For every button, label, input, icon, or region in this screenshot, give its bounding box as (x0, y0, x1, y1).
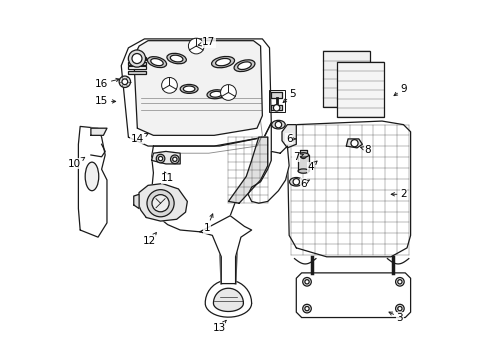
Circle shape (128, 50, 145, 67)
Ellipse shape (150, 59, 163, 66)
Circle shape (304, 280, 308, 284)
Ellipse shape (234, 60, 254, 72)
Polygon shape (296, 273, 410, 318)
Bar (298, 155, 308, 171)
Circle shape (397, 306, 401, 311)
Polygon shape (346, 139, 362, 148)
Circle shape (170, 155, 179, 163)
Text: 14: 14 (130, 134, 148, 144)
Bar (128, 66, 145, 69)
Bar (128, 57, 145, 60)
Polygon shape (134, 194, 139, 208)
Circle shape (119, 76, 130, 87)
Circle shape (152, 195, 169, 212)
Text: 9: 9 (393, 84, 406, 96)
Ellipse shape (211, 57, 234, 68)
Text: 3: 3 (388, 312, 403, 323)
Polygon shape (134, 41, 262, 135)
Circle shape (300, 153, 305, 158)
Circle shape (302, 278, 311, 286)
Polygon shape (282, 125, 296, 148)
Text: 6: 6 (300, 179, 309, 189)
Circle shape (147, 190, 174, 217)
Polygon shape (151, 123, 271, 232)
Circle shape (220, 85, 236, 100)
Circle shape (395, 304, 404, 313)
Text: 17: 17 (198, 37, 215, 48)
Bar (337, 62, 383, 117)
Ellipse shape (170, 55, 183, 62)
Circle shape (395, 278, 404, 286)
Ellipse shape (206, 90, 224, 99)
Ellipse shape (271, 120, 285, 129)
Polygon shape (299, 150, 306, 153)
Ellipse shape (289, 177, 303, 186)
Circle shape (122, 79, 127, 85)
Circle shape (158, 157, 163, 161)
Circle shape (304, 306, 308, 311)
Polygon shape (91, 128, 107, 135)
Text: 15: 15 (95, 96, 116, 107)
Text: 10: 10 (68, 157, 84, 169)
Ellipse shape (166, 53, 186, 64)
Polygon shape (271, 105, 282, 111)
Circle shape (172, 157, 177, 161)
Text: 1: 1 (203, 214, 213, 233)
Polygon shape (121, 39, 271, 146)
Circle shape (292, 179, 299, 185)
Text: 12: 12 (143, 233, 156, 246)
Ellipse shape (298, 169, 308, 173)
Text: 2: 2 (390, 189, 406, 199)
Text: 6: 6 (285, 134, 295, 144)
Polygon shape (247, 146, 288, 203)
Circle shape (132, 54, 142, 64)
Polygon shape (137, 184, 187, 221)
Circle shape (156, 154, 164, 163)
Circle shape (162, 77, 177, 93)
Bar (323, 51, 369, 107)
Ellipse shape (210, 91, 221, 97)
Circle shape (188, 38, 203, 54)
Polygon shape (78, 126, 107, 237)
Text: 5: 5 (283, 89, 295, 103)
Circle shape (350, 140, 357, 147)
Circle shape (273, 105, 279, 111)
Ellipse shape (237, 62, 251, 69)
Text: 11: 11 (161, 172, 174, 183)
Circle shape (302, 304, 311, 313)
Text: 7: 7 (292, 152, 303, 162)
Polygon shape (205, 280, 251, 317)
Polygon shape (271, 93, 282, 98)
Polygon shape (200, 216, 251, 284)
Polygon shape (151, 152, 180, 164)
Ellipse shape (183, 86, 195, 92)
Bar (268, 90, 284, 112)
Text: 4: 4 (306, 161, 316, 172)
Ellipse shape (85, 162, 99, 191)
Ellipse shape (298, 153, 308, 157)
Bar (128, 62, 145, 65)
Ellipse shape (215, 58, 230, 66)
Bar (128, 71, 145, 74)
Ellipse shape (147, 57, 166, 68)
Polygon shape (287, 121, 410, 257)
Polygon shape (228, 137, 267, 203)
Circle shape (397, 280, 401, 284)
Circle shape (275, 121, 281, 128)
Polygon shape (213, 288, 243, 311)
Text: 13: 13 (212, 320, 225, 333)
Text: 8: 8 (360, 145, 370, 155)
Text: 16: 16 (95, 78, 119, 89)
Ellipse shape (180, 85, 198, 93)
